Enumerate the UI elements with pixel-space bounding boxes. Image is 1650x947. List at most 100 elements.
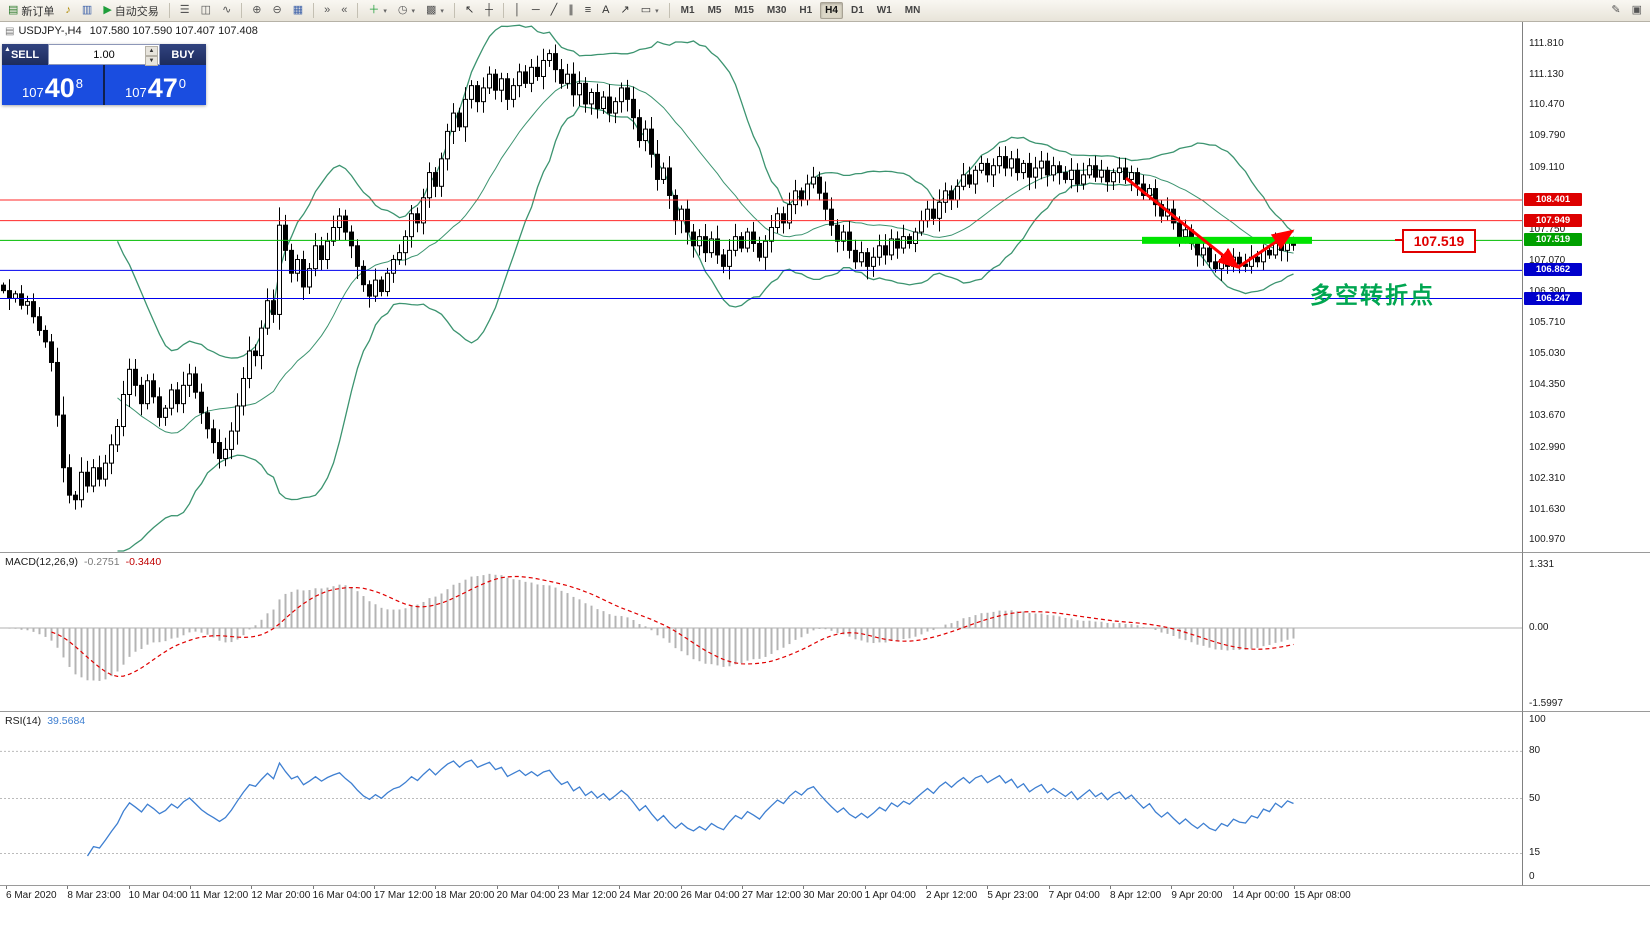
time-axis-label[interactable]: 18 Mar 20:00 xyxy=(435,890,495,901)
rsi-axis-label: 50 xyxy=(1529,792,1541,804)
periods-icon[interactable]: ◷ ▾ xyxy=(393,1,420,21)
zoom-in-icon[interactable]: ⊕ xyxy=(247,1,266,21)
time-axis-label[interactable]: 20 Mar 04:00 xyxy=(496,890,556,901)
rsi-panel[interactable]: RSI(14) 39.5684 xyxy=(0,712,1522,886)
time-axis-label[interactable]: 9 Apr 20:00 xyxy=(1171,890,1223,901)
time-axis-label[interactable]: 17 Mar 12:00 xyxy=(374,890,433,901)
time-tick xyxy=(1171,886,1173,889)
timeframe-h4-button[interactable]: H4 xyxy=(820,2,843,19)
buy-point: 0 xyxy=(178,76,186,91)
macd-axis: 1.331 0.00 -1.5997 xyxy=(1522,553,1650,712)
vertical-line-icon[interactable]: │ xyxy=(509,1,526,21)
bar-chart-type-icon[interactable]: ☰ xyxy=(175,1,195,21)
time-axis-label[interactable]: 15 Apr 08:00 xyxy=(1294,890,1351,901)
time-tick xyxy=(864,886,866,889)
periods-icon: ◷ xyxy=(397,4,408,16)
new-order-button[interactable]: ▤ 新订单 xyxy=(3,1,59,21)
rsi-axis-label: 80 xyxy=(1529,745,1541,757)
time-axis-label[interactable]: 8 Mar 23:00 xyxy=(67,890,121,901)
timeframe-w1-button[interactable]: W1 xyxy=(876,5,892,16)
equidistant-channel-icon[interactable]: ∥ xyxy=(563,1,579,21)
trendline-icon[interactable]: ╱ xyxy=(546,1,563,21)
time-axis-label[interactable]: 27 Mar 12:00 xyxy=(742,890,801,901)
time-tick xyxy=(619,886,621,889)
time-axis-label[interactable]: 11 Mar 12:00 xyxy=(190,890,249,901)
text-label-icon[interactable]: A xyxy=(597,1,614,21)
macd-panel[interactable]: MACD(12,26,9) -0.2751 -0.3440 xyxy=(0,553,1522,712)
shapes-icon: ▭ xyxy=(640,4,652,16)
horizontal-line-icon[interactable]: ─ xyxy=(527,1,545,21)
time-axis-label[interactable]: 12 Mar 20:00 xyxy=(251,890,311,901)
sell-price[interactable]: 107 40 8 xyxy=(2,65,103,105)
time-axis-label[interactable]: 1 Apr 04:00 xyxy=(864,890,916,901)
timeframe-h1-button[interactable]: H1 xyxy=(799,5,813,16)
price-line-badge: 107.519 xyxy=(1524,233,1582,247)
shapes-icon[interactable]: ▭ ▾ xyxy=(636,1,664,21)
zoom-out-icon[interactable]: ⊖ xyxy=(268,1,287,21)
time-axis-label[interactable]: 10 Mar 04:00 xyxy=(128,890,188,901)
auto-trading-button[interactable]: ▶ 自动交易 xyxy=(98,1,163,21)
time-axis-label[interactable]: 14 Apr 00:00 xyxy=(1232,890,1290,901)
rsi-info: RSI(14) 39.5684 xyxy=(5,715,85,727)
trend-arrow[interactable] xyxy=(1237,229,1295,269)
price-chart-canvas[interactable] xyxy=(0,22,1522,553)
arrow-object-icon[interactable]: ↗ xyxy=(616,1,635,21)
timeframe-m1-button[interactable]: M1 xyxy=(680,5,695,16)
volume-input[interactable]: 1.00 ▲ ▼ xyxy=(48,44,160,66)
dropdown-caret-icon: ▾ xyxy=(440,7,444,15)
cursor-icon[interactable]: ↖ xyxy=(460,1,479,21)
rsi-axis: 100 80 50 15 0 xyxy=(1522,712,1650,886)
stepper-down-icon[interactable]: ▼ xyxy=(145,56,158,66)
collapse-panel-icon[interactable]: ▲ xyxy=(4,46,11,53)
crosshair-icon[interactable]: ┼ xyxy=(480,1,498,21)
buy-pips: 47 xyxy=(147,73,178,103)
timeframe-m5-button[interactable]: M5 xyxy=(707,5,722,16)
timeframe-m15-button[interactable]: M15 xyxy=(734,5,754,16)
trend-arrow[interactable] xyxy=(1125,176,1241,270)
buy-price[interactable]: 107 47 0 xyxy=(105,65,206,105)
chart-shift-icon[interactable]: « xyxy=(336,1,352,21)
templates-icon: ▩ xyxy=(426,4,437,16)
turning-point-annotation[interactable]: 多空转折点 xyxy=(1310,282,1435,308)
timeframe-d1-button[interactable]: D1 xyxy=(850,5,864,16)
time-axis-label[interactable]: 24 Mar 20:00 xyxy=(619,890,679,901)
stepper-up-icon[interactable]: ▲ xyxy=(145,46,158,56)
time-axis-label[interactable]: 30 Mar 20:00 xyxy=(803,890,863,901)
candles-series[interactable] xyxy=(1,44,1296,510)
templates-icon[interactable]: ▩ ▾ xyxy=(421,1,449,21)
compose-message-icon[interactable]: ✎ xyxy=(1606,1,1625,21)
macd-signal-line xyxy=(51,575,1294,677)
time-axis-label[interactable]: 6 Mar 2020 xyxy=(6,890,57,901)
indicators-icon[interactable]: ＋ ▾ xyxy=(363,1,392,21)
sell-point: 8 xyxy=(75,76,83,91)
time-axis-label[interactable]: 8 Apr 12:00 xyxy=(1110,890,1162,901)
chart-annotations[interactable] xyxy=(1125,176,1312,270)
support-zone-bar[interactable] xyxy=(1142,236,1312,244)
time-axis-label[interactable]: 2 Apr 12:00 xyxy=(926,890,978,901)
chat-icon[interactable]: ▣ xyxy=(1627,1,1647,21)
time-axis-label[interactable]: 16 Mar 04:00 xyxy=(312,890,372,901)
tile-windows-icon[interactable]: ▦ xyxy=(288,1,308,21)
price-callout-label[interactable]: 107.519 xyxy=(1395,229,1476,254)
sound-alert-icon[interactable]: ♪ xyxy=(60,1,76,21)
price-axis-label: 102.990 xyxy=(1529,441,1566,453)
new-order-icon: ▤ xyxy=(8,4,19,16)
fibonacci-icon[interactable]: ≡ xyxy=(580,1,596,21)
time-axis-label[interactable]: 5 Apr 23:00 xyxy=(987,890,1039,901)
auto-scroll-icon[interactable]: » xyxy=(319,1,335,21)
price-chart-panel[interactable]: ▤ USDJPY-,H4 107.580 107.590 107.407 107.4… xyxy=(0,22,1522,553)
timeframe-mn-button[interactable]: MN xyxy=(904,5,921,16)
time-axis-label[interactable]: 7 Apr 04:00 xyxy=(1048,890,1100,901)
candlestick-chart-type-icon[interactable]: ◫ xyxy=(196,1,216,21)
sell-button[interactable]: SELL xyxy=(2,44,48,65)
market-watch-icon[interactable]: ▥ xyxy=(77,1,97,21)
line-chart-type-icon[interactable]: ∿ xyxy=(217,1,236,21)
timeframe-m30-button[interactable]: M30 xyxy=(766,5,787,16)
time-axis-label[interactable]: 23 Mar 12:00 xyxy=(558,890,617,901)
time-axis-label[interactable]: 26 Mar 04:00 xyxy=(680,890,740,901)
dropdown-caret-icon: ▾ xyxy=(655,7,659,15)
time-axis[interactable]: 6 Mar 2020 8 Mar 23:00 10 Mar 04:00 11 Mar … xyxy=(0,886,1650,904)
volume-stepper[interactable]: ▲ ▼ xyxy=(145,46,158,66)
buy-button[interactable]: BUY xyxy=(160,44,206,65)
